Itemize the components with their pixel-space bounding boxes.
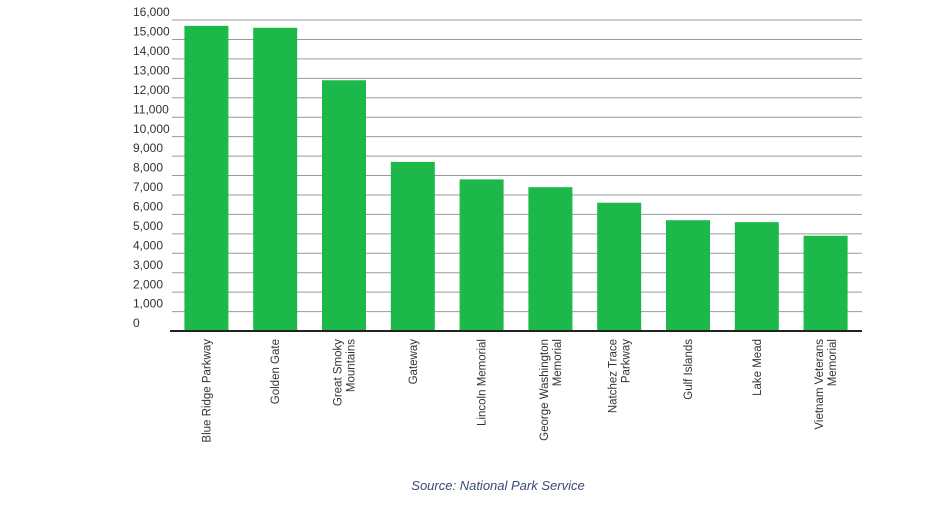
bar bbox=[322, 80, 366, 331]
y-tick-label: 14,000 bbox=[133, 44, 170, 58]
y-tick-label: 3,000 bbox=[133, 258, 163, 272]
y-tick-label: 0 bbox=[133, 316, 140, 330]
y-tick-label: 11,000 bbox=[133, 102, 169, 116]
x-tick-label-line: Lake Mead bbox=[752, 339, 764, 396]
y-tick-label: 2,000 bbox=[133, 277, 163, 291]
y-tick-label: 12,000 bbox=[133, 83, 170, 97]
x-tick-label-line: Gulf Islands bbox=[683, 339, 695, 400]
x-tick-label-line: Parkway bbox=[621, 339, 633, 383]
bar bbox=[734, 222, 779, 331]
bar bbox=[459, 179, 504, 331]
bar bbox=[597, 202, 642, 331]
y-tick-label: 16,000 bbox=[133, 5, 170, 19]
y-tick-label: 8,000 bbox=[133, 161, 163, 175]
y-tick-label: 5,000 bbox=[133, 219, 163, 233]
x-tick-label: Lincoln Memorial bbox=[477, 339, 489, 426]
x-tick-label-line: Lincoln Memorial bbox=[477, 339, 489, 426]
y-tick-label: 4,000 bbox=[133, 238, 163, 252]
y-tick-label: 13,000 bbox=[133, 63, 170, 77]
y-tick-label: 1,000 bbox=[133, 297, 163, 311]
y-tick-label: 7,000 bbox=[133, 180, 163, 194]
x-tick-label-line: Gateway bbox=[408, 339, 420, 385]
source-note: Source: National Park Service bbox=[411, 478, 584, 493]
bar bbox=[803, 235, 848, 331]
x-tick-label: Natchez TraceParkway bbox=[608, 339, 633, 413]
x-tick-label-line: Natchez Trace bbox=[608, 339, 620, 413]
x-tick-label: Golden Gate bbox=[270, 339, 282, 404]
x-tick-label-line: George Washington bbox=[539, 339, 551, 441]
bar bbox=[528, 187, 573, 331]
x-tick-label: Gulf Islands bbox=[683, 339, 695, 400]
x-tick-label: Blue Ridge Parkway bbox=[201, 339, 213, 443]
x-tick-label-line: Blue Ridge Parkway bbox=[201, 339, 213, 443]
x-tick-label: George WashingtonMemorial bbox=[539, 339, 564, 441]
x-tick-label: Vietnam VeteransMemorial bbox=[814, 339, 839, 430]
bar bbox=[666, 220, 710, 331]
x-tick-label-line: Memorial bbox=[827, 339, 839, 386]
bar bbox=[390, 161, 435, 331]
x-tick-label-line: Great Smoky bbox=[333, 339, 345, 406]
x-tick-label: Lake Mead bbox=[752, 339, 764, 396]
x-tick-label-line: Golden Gate bbox=[270, 339, 282, 404]
x-tick-label: Great SmokyMountains bbox=[333, 339, 358, 406]
x-tick-label: Gateway bbox=[408, 339, 420, 385]
x-tick-label-line: Vietnam Veterans bbox=[814, 339, 826, 430]
y-tick-label: 9,000 bbox=[133, 141, 163, 155]
x-tick-label-line: Memorial bbox=[552, 339, 564, 386]
bar bbox=[253, 27, 298, 332]
y-tick-label: 15,000 bbox=[133, 25, 170, 39]
y-tick-label: 6,000 bbox=[133, 200, 163, 214]
x-tick-label-line: Mountains bbox=[346, 339, 358, 392]
bar bbox=[184, 25, 229, 332]
y-tick-label: 10,000 bbox=[133, 122, 170, 136]
